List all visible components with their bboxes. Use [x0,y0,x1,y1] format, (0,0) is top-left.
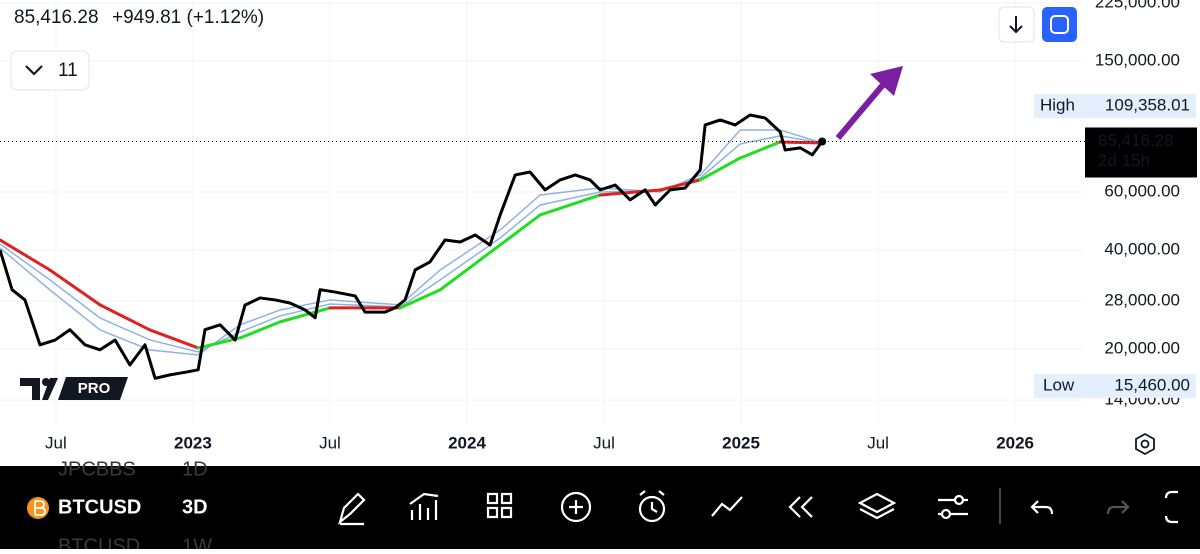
low-label: Low [1043,375,1075,394]
slow-ema-segment [48,268,102,307]
x-tick-label: 2025 [722,433,760,452]
y-tick-label: 20,000.00 [1104,339,1180,358]
y-tick-label: 60,000.00 [1104,181,1180,200]
price-label: 85,416.28 [1098,131,1174,150]
y-tick-label: 40,000.00 [1104,239,1180,258]
next-symbol[interactable]: BTCUSD [58,535,140,554]
slow-ema-segment [278,306,332,324]
price-change: +949.81 (+1.12%) [112,7,264,28]
draw-button[interactable] [337,492,366,526]
settings-icon-center [1140,439,1150,449]
toolbar-bg [0,466,1200,549]
last-point [818,137,827,146]
dropdown-value: 11 [58,60,78,81]
slow-ema-segment [238,320,282,340]
slow-ema-segment [538,193,602,217]
layers-button[interactable] [857,492,897,520]
logo-badge [58,377,128,400]
slow-ema-segment [778,140,824,145]
redo-button[interactable] [1106,500,1130,515]
interval[interactable]: 3D [182,496,208,518]
scroll-down-button[interactable] [998,6,1035,43]
logo-text: PRO [78,380,111,397]
prev-interval[interactable]: 1D [182,458,208,480]
y-tick-label: 150,000.00 [1095,50,1180,69]
bitcoin-glyph [34,500,46,516]
logo-dot [42,378,50,386]
countdown-label: 2d 15h [1098,151,1150,170]
slow-ema-segment [398,288,442,310]
x-tick-label: Jul [593,433,615,452]
price-line [0,113,824,380]
x-tick-label: Jul [319,433,341,452]
ema-line [0,135,823,353]
settings-icon [1135,432,1155,456]
down-icon [1009,16,1023,34]
slow-ema-segment [658,178,702,192]
prev-symbol[interactable]: JPCBBS [58,458,136,480]
next-interval[interactable]: 1W [182,535,212,554]
bottom-toolbar: JPCBBS 1D BTCUSD 3D BTCUSD 1W [0,458,1200,554]
slow-ema-segment [498,213,542,247]
price-label-bg [1085,127,1197,178]
slider-knob [953,494,965,506]
x-tick-label: 2023 [174,433,212,452]
interval-dropdown[interactable]: 11 [10,50,90,91]
slow-ema-segment [0,238,52,272]
layout-button[interactable] [486,492,513,519]
alert-hands [639,490,665,513]
slow-ema-segment [698,156,742,182]
logo-mark [20,378,58,400]
ema-line [0,129,823,356]
symbol[interactable]: BTCUSD [58,496,141,518]
button-box[interactable] [1042,7,1077,42]
high-value: 109,358.01 [1105,96,1190,115]
alert-button[interactable] [638,495,666,523]
x-tick-label: Jul [867,433,889,452]
low-value: 15,460.00 [1114,375,1190,394]
slow-ema-segment [148,328,200,350]
replay-button[interactable] [788,496,813,518]
low-label-bg [1034,373,1196,398]
high-label: High [1040,96,1075,115]
slider-knob [940,508,952,520]
auto-scale-button[interactable] [1042,7,1077,42]
scale-icon [1050,15,1069,34]
slow-ema-segment [738,140,782,160]
x-tick-label: 2024 [448,433,486,452]
indicators-button[interactable] [409,492,439,520]
high-label-bg [1034,94,1196,119]
line-button[interactable] [711,496,743,517]
dropdown-box[interactable] [10,50,90,91]
toolbar-icons [337,488,1178,526]
fullscreen-button[interactable] [1164,490,1178,524]
slow-ema-segment [98,303,152,332]
y-tick-label: 225,000.00 [1095,0,1180,12]
arrow-head [870,66,903,96]
tv-logo: PRO [20,377,128,400]
x-tick-label: 2026 [996,433,1034,452]
undo-button[interactable] [1030,500,1054,515]
add-button[interactable] [560,491,592,523]
chevron-icon [25,65,43,76]
plot-area: 225,000.00 150,000.00 60,000.00 40,000.00 28… [0,0,1197,452]
add-plus [569,500,583,514]
slow-ema-segment [598,188,662,197]
x-tick-label: Jul [45,433,67,452]
y-tick-label: 28,000.00 [1104,290,1180,309]
slow-ema-segment [438,243,502,292]
chart-settings-button[interactable] [1135,432,1155,456]
last-price: 85,416.28 [14,7,99,28]
